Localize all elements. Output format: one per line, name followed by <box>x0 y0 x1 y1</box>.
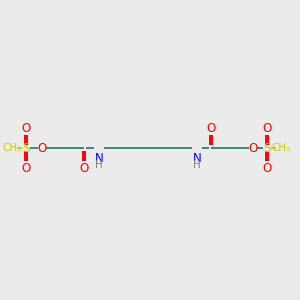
Text: O: O <box>21 161 31 175</box>
Text: CH₃: CH₃ <box>272 143 291 153</box>
Text: CH₃: CH₃ <box>2 143 22 153</box>
Text: O: O <box>21 122 31 134</box>
Text: O: O <box>262 122 272 134</box>
Text: O: O <box>248 142 258 154</box>
Text: S: S <box>263 142 271 154</box>
Text: H: H <box>193 160 201 170</box>
Text: N: N <box>193 152 201 165</box>
Text: O: O <box>206 122 216 134</box>
Text: O: O <box>80 161 88 175</box>
Text: O: O <box>38 142 46 154</box>
Text: H: H <box>95 160 103 170</box>
Text: S: S <box>22 142 30 154</box>
Text: O: O <box>262 161 272 175</box>
Text: N: N <box>94 152 103 165</box>
